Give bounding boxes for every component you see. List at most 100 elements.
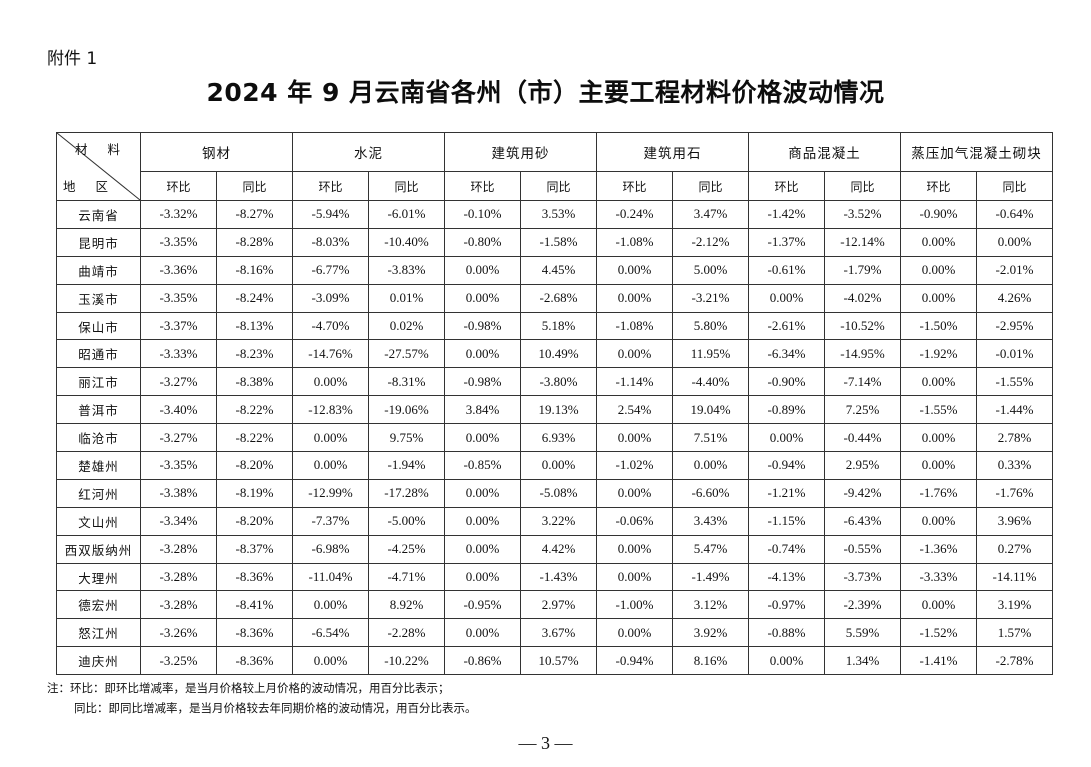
mom-value-cell: -0.98% <box>444 311 521 341</box>
yoy-value-cell: -4.25% <box>368 534 445 564</box>
table-row: 昭通市 -3.33% -8.23% -14.76% -27.57% 0.00% 10.49%… <box>56 339 1053 369</box>
mom-value-cell: 0.00% <box>444 283 521 313</box>
yoy-value-cell: -12.14% <box>824 227 901 257</box>
mom-value-cell: 0.00% <box>596 283 673 313</box>
mom-value-cell: -6.77% <box>292 255 369 285</box>
mom-value-cell: -1.08% <box>596 227 673 257</box>
region-cell: 迪庆州 <box>56 646 141 676</box>
yoy-value-cell: -2.01% <box>976 255 1053 285</box>
material-header: 建筑用砂 <box>444 132 597 172</box>
yoy-value-cell: -8.23% <box>216 339 293 369</box>
yoy-header: 同比 <box>672 171 749 201</box>
mom-value-cell: 0.00% <box>596 423 673 453</box>
corner-region-label: 地 区 <box>63 179 116 194</box>
mom-value-cell: -0.24% <box>596 200 673 229</box>
mom-value-cell: 0.00% <box>900 590 977 620</box>
yoy-header: 同比 <box>520 171 597 201</box>
mom-value-cell: -1.21% <box>748 478 825 508</box>
yoy-value-cell: -8.36% <box>216 646 293 676</box>
mom-value-cell: -6.54% <box>292 618 369 648</box>
yoy-value-cell: 10.49% <box>520 339 597 369</box>
yoy-header: 同比 <box>368 171 445 201</box>
yoy-value-cell: -1.79% <box>824 255 901 285</box>
yoy-value-cell: 10.57% <box>520 646 597 676</box>
mom-value-cell: -3.25% <box>140 646 217 676</box>
region-cell: 昆明市 <box>56 227 141 257</box>
yoy-value-cell: 3.67% <box>520 618 597 648</box>
yoy-value-cell: -1.58% <box>520 227 597 257</box>
yoy-value-cell: 8.16% <box>672 646 749 676</box>
mom-value-cell: 0.00% <box>596 255 673 285</box>
table-row: 玉溪市 -3.35% -8.24% -3.09% 0.01% 0.00% -2.68% 0.0… <box>56 283 1053 313</box>
yoy-value-cell: -1.49% <box>672 562 749 592</box>
mom-header: 环比 <box>596 171 673 201</box>
mom-value-cell: -0.94% <box>596 646 673 676</box>
yoy-value-cell: -2.68% <box>520 283 597 313</box>
yoy-value-cell: -0.55% <box>824 534 901 564</box>
mom-value-cell: -3.33% <box>140 339 217 369</box>
mom-value-cell: -7.37% <box>292 506 369 536</box>
yoy-value-cell: 3.47% <box>672 200 749 229</box>
mom-value-cell: 0.00% <box>292 646 369 676</box>
mom-value-cell: -0.06% <box>596 506 673 536</box>
mom-value-cell: -0.61% <box>748 255 825 285</box>
mom-value-cell: -14.76% <box>292 339 369 369</box>
yoy-value-cell: -1.94% <box>368 451 445 480</box>
mom-value-cell: -0.90% <box>900 200 977 229</box>
yoy-value-cell: -6.01% <box>368 200 445 229</box>
yoy-value-cell: -3.80% <box>520 367 597 397</box>
yoy-value-cell: 4.26% <box>976 283 1053 313</box>
mom-value-cell: -1.50% <box>900 311 977 341</box>
mom-value-cell: 0.00% <box>748 423 825 453</box>
attachment-label: 附件 1 <box>47 49 98 69</box>
material-header: 水泥 <box>292 132 445 172</box>
yoy-value-cell: 3.53% <box>520 200 597 229</box>
price-fluctuation-table: 材 料 地 区 钢材 水泥 建筑用砂 建筑用石 商品混凝土 蒸压加气混凝土砌块 … <box>56 132 1053 676</box>
table-row: 迪庆州 -3.25% -8.36% 0.00% -10.22% -0.86% 10.57% -… <box>56 646 1053 676</box>
mom-value-cell: -1.37% <box>748 227 825 257</box>
yoy-value-cell: 0.00% <box>672 451 749 480</box>
mom-value-cell: -1.14% <box>596 367 673 397</box>
yoy-value-cell: -8.24% <box>216 283 293 313</box>
yoy-value-cell: 3.92% <box>672 618 749 648</box>
mom-value-cell: -1.41% <box>900 646 977 676</box>
yoy-value-cell: 0.00% <box>520 451 597 480</box>
mom-value-cell: 2.54% <box>596 395 673 425</box>
mom-header: 环比 <box>292 171 369 201</box>
mom-value-cell: -0.97% <box>748 590 825 620</box>
mom-value-cell: -3.35% <box>140 283 217 313</box>
yoy-value-cell: -3.52% <box>824 200 901 229</box>
table-row: 保山市 -3.37% -8.13% -4.70% 0.02% -0.98% 5.18% -1.… <box>56 311 1053 341</box>
table-row: 曲靖市 -3.36% -8.16% -6.77% -3.83% 0.00% 4.45% 0.0… <box>56 255 1053 285</box>
mom-value-cell: -12.99% <box>292 478 369 508</box>
table-row: 昆明市 -3.35% -8.28% -8.03% -10.40% -0.80% -1.58%… <box>56 227 1053 257</box>
mom-value-cell: -1.42% <box>748 200 825 229</box>
material-header: 蒸压加气混凝土砌块 <box>900 132 1053 172</box>
mom-value-cell: -8.03% <box>292 227 369 257</box>
page-number: — 3 — <box>518 733 573 753</box>
table-row: 楚雄州 -3.35% -8.20% 0.00% -1.94% -0.85% 0.00% -1.… <box>56 451 1053 480</box>
mom-value-cell: -3.35% <box>140 227 217 257</box>
yoy-value-cell: 0.00% <box>976 227 1053 257</box>
mom-value-cell: 0.00% <box>444 506 521 536</box>
yoy-value-cell: -3.21% <box>672 283 749 313</box>
diagonal-divider <box>57 133 140 200</box>
mom-value-cell: 0.00% <box>900 367 977 397</box>
yoy-value-cell: -10.22% <box>368 646 445 676</box>
yoy-value-cell: 11.95% <box>672 339 749 369</box>
region-cell: 临沧市 <box>56 423 141 453</box>
mom-value-cell: -4.70% <box>292 311 369 341</box>
corner-header-cell: 材 料 地 区 <box>56 132 141 201</box>
table-row: 西双版纳州 -3.28% -8.37% -6.98% -4.25% 0.00% 4.42% 0… <box>56 534 1053 564</box>
material-header: 商品混凝土 <box>748 132 901 172</box>
mom-value-cell: 0.00% <box>444 618 521 648</box>
table-row: 丽江市 -3.27% -8.38% 0.00% -8.31% -0.98% -3.80% -1… <box>56 367 1053 397</box>
mom-value-cell: 0.00% <box>596 339 673 369</box>
yoy-value-cell: -1.43% <box>520 562 597 592</box>
corner-material-label: 材 料 <box>75 142 128 157</box>
mom-value-cell: 0.00% <box>292 590 369 620</box>
yoy-value-cell: 3.22% <box>520 506 597 536</box>
table-row: 德宏州 -3.28% -8.41% 0.00% 8.92% -0.95% 2.97% -1.0… <box>56 590 1053 620</box>
yoy-value-cell: -8.22% <box>216 423 293 453</box>
yoy-value-cell: -4.71% <box>368 562 445 592</box>
